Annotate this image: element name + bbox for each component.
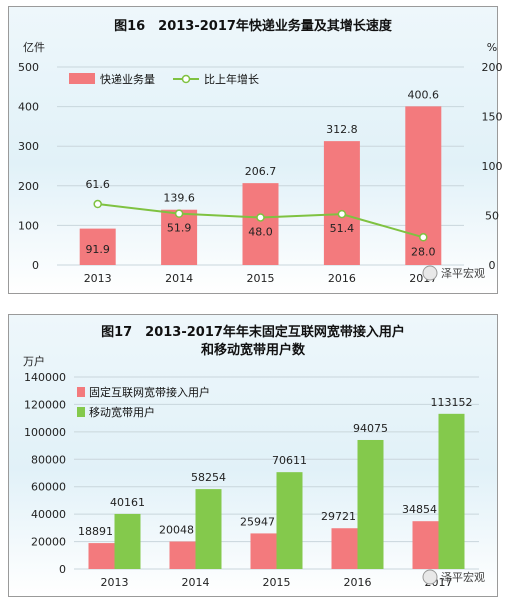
y-tick-label: 120000 [24,398,66,411]
chart-title: 图17 2013-2017年年末固定互联网宽带接入用户 [101,325,405,340]
chart-panel-broadband: 图17 2013-2017年年末固定互联网宽带接入用户 和移动宽带用户数 0 20… [8,314,498,597]
legend-swatch-mobile [77,407,85,417]
x-tick-label: 2014 [165,272,193,285]
bar-value-label: 29721 [321,510,356,523]
bar-value-label: 206.7 [245,165,277,178]
y-tick-label-left: 0 [32,259,39,272]
growth-point [256,213,265,222]
bar-mobile-broadband [114,513,141,569]
bar-value-label: 139.6 [163,192,195,205]
x-tick-label: 2013 [84,272,112,285]
growth-value-label: 28.0 [411,245,436,258]
bar [161,209,198,265]
bar-value-label: 91.9 [85,243,110,256]
x-tick-label: 2015 [263,576,291,589]
legend-label: 固定互联网宽带接入用户 [89,385,210,399]
bar-value-label: 312.8 [326,123,358,136]
bar [242,183,279,265]
bar-fixed-broadband [412,521,439,569]
y-tick-label-right: 200 [482,61,503,74]
y-tick-label-right: 150 [482,111,503,124]
legend-label: 比上年增长 [204,72,259,86]
watermark-icon [422,265,438,281]
y-axis-unit: 万户 [23,354,45,368]
y-tick-label: 60000 [31,481,66,494]
growth-value-label: 48.0 [248,225,273,238]
y-tick-label: 140000 [24,371,66,384]
bar-value-label: 40161 [110,496,145,509]
bar [79,228,116,265]
growth-point [174,209,184,218]
y-tick-label-left: 300 [18,140,39,153]
bar-mobile-broadband [195,489,222,569]
growth-point [93,199,102,209]
x-tick-label: 2015 [247,272,275,285]
y-tick-label-left: 200 [18,180,39,193]
bar-mobile-broadband [438,413,465,569]
express-chart: 0 100 200 300 400 500 0 50 100 150 200 亿件 % 91.9 139.6… [18,41,503,285]
growth-value-label: 61.6 [85,178,110,191]
bar-mobile-broadband [276,472,303,569]
legend-label: 快递业务量 [100,72,155,86]
bar-value-label: 113152 [431,396,473,409]
legend-swatch-bar [69,73,95,84]
y-tick-label-right: 100 [482,160,503,173]
chart-title: 图16 2013-2017年快递业务量及其增长速度 [114,19,392,34]
y-tick-label: 40000 [31,508,66,521]
bar-value-label: 94075 [353,422,388,435]
legend-label: 移动宽带用户 [89,405,155,419]
x-tick-label: 2013 [101,576,129,589]
bar-value-label: 25947 [240,515,275,528]
y-tick-label: 80000 [31,453,66,466]
bar-value-label: 58254 [191,471,226,484]
bar-fixed-broadband [88,543,115,569]
bar-value-label: 34854 [402,503,437,516]
bar-value-label: 18891 [78,525,113,538]
watermark-text: 泽平宏观 [441,266,485,280]
legend-swatch-point [181,74,191,84]
y-axis-unit-left: 亿件 [23,41,45,54]
bar-value-label: 20048 [159,524,194,537]
y-axis-unit-right: % [487,41,497,54]
growth-point [419,233,428,242]
growth-value-label: 51.4 [330,222,355,235]
y-tick-label-right: 0 [489,259,496,272]
x-tick-label: 2016 [344,576,372,589]
y-tick-label-left: 400 [18,101,39,114]
bar-value-label: 70611 [272,454,307,467]
bar-mobile-broadband [357,439,384,569]
watermark-icon [422,569,438,585]
chart-title-line2: 和移动宽带用户数 [200,343,305,358]
bar-fixed-broadband [250,533,277,569]
bar-value-label: 400.6 [408,88,440,101]
x-tick-label: 2016 [328,272,356,285]
y-tick-label: 0 [59,563,66,576]
bar [323,141,360,265]
legend-swatch-fixed [77,387,85,397]
bar-fixed-broadband [169,541,196,569]
y-tick-label-left: 100 [18,219,39,232]
y-tick-label: 100000 [24,426,66,439]
bar-fixed-broadband [331,528,358,569]
x-tick-label: 2014 [182,576,210,589]
y-tick-label-right: 50 [485,210,499,223]
y-tick-label-left: 500 [18,61,39,74]
watermark-text: 泽平宏观 [441,570,485,584]
growth-point [337,209,347,219]
y-tick-label: 20000 [31,536,66,549]
broadband-chart: 0 20000 40000 60000 80000 100000 120000 140000 万… [23,354,485,589]
chart-panel-express: 图16 2013-2017年快递业务量及其增长速度 0 100 200 300 400 5… [8,6,503,294]
growth-value-label: 51.9 [167,222,192,235]
